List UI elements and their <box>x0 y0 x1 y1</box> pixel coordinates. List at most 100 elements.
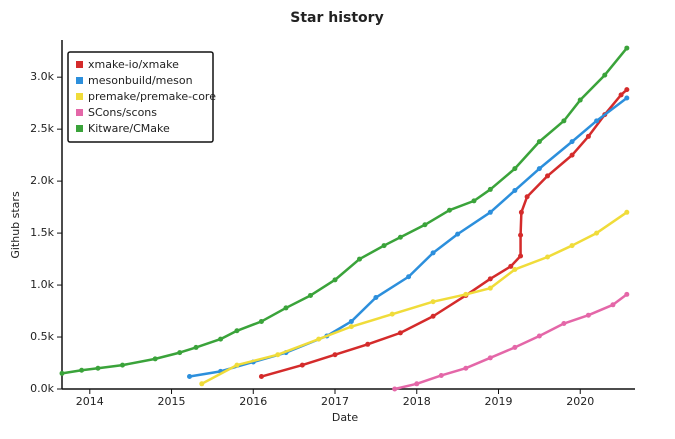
legend-label: Kitware/CMake <box>88 122 170 135</box>
data-point <box>561 118 567 124</box>
data-point <box>594 230 600 236</box>
data-point <box>512 344 518 350</box>
data-point <box>373 295 379 301</box>
y-tick-label: 2.5k <box>30 122 54 135</box>
data-point <box>577 97 583 103</box>
data-point <box>594 118 600 124</box>
data-point <box>193 344 199 350</box>
data-point <box>316 336 322 342</box>
data-point <box>463 365 469 371</box>
data-point <box>512 266 518 272</box>
series-line <box>261 88 628 378</box>
data-point <box>348 318 354 324</box>
data-point <box>624 291 630 297</box>
data-point <box>561 321 567 327</box>
data-point <box>610 302 616 308</box>
data-point <box>258 318 264 324</box>
legend-swatch <box>76 77 83 84</box>
data-point <box>283 305 289 311</box>
y-tick-label: 1.5k <box>30 226 54 239</box>
y-tick-label: 0.0k <box>30 382 54 395</box>
y-tick-label: 2.0k <box>30 174 54 187</box>
data-point <box>414 381 420 387</box>
x-tick-label: 2020 <box>566 395 594 408</box>
data-point <box>59 370 65 376</box>
data-point <box>487 276 493 282</box>
data-point <box>397 330 403 336</box>
data-point <box>624 209 630 215</box>
data-point <box>95 365 101 371</box>
data-point <box>512 166 518 172</box>
data-point <box>389 311 395 317</box>
data-point <box>275 352 281 358</box>
data-point <box>536 139 542 145</box>
data-point <box>234 328 240 334</box>
data-point <box>406 274 412 280</box>
data-point <box>199 381 205 387</box>
legend-swatch <box>76 125 83 132</box>
legend-label: SCons/scons <box>88 106 157 119</box>
data-point <box>332 352 338 358</box>
data-point <box>518 209 524 215</box>
legend-box <box>67 51 214 143</box>
data-point <box>624 95 630 101</box>
data-point <box>348 324 354 330</box>
data-point <box>430 299 436 305</box>
data-point <box>381 243 387 249</box>
data-point <box>624 45 630 51</box>
data-point <box>585 133 591 139</box>
legend-label: premake/premake-core <box>88 90 216 103</box>
data-point <box>602 72 608 78</box>
data-point <box>446 207 452 213</box>
x-tick-label: 2014 <box>76 395 104 408</box>
data-point <box>463 291 469 297</box>
series-line <box>189 96 628 378</box>
data-point <box>545 254 551 260</box>
data-point <box>438 372 444 378</box>
data-point <box>177 350 183 356</box>
data-point <box>487 186 493 192</box>
data-point <box>119 362 125 368</box>
data-point <box>218 336 224 342</box>
data-point <box>585 312 591 318</box>
data-point <box>487 285 493 291</box>
legend-swatch <box>76 61 83 68</box>
data-point <box>152 356 158 362</box>
data-point <box>471 198 477 204</box>
x-axis-label: Date <box>332 411 359 424</box>
data-point <box>187 374 193 380</box>
data-point <box>430 313 436 319</box>
data-point <box>536 333 542 339</box>
data-point <box>365 341 371 347</box>
data-point <box>392 386 398 392</box>
data-point <box>569 243 575 249</box>
x-tick-label: 2019 <box>484 395 512 408</box>
x-tick-label: 2018 <box>403 395 431 408</box>
y-tick-label: 3.0k <box>30 70 54 83</box>
legend-label: mesonbuild/meson <box>88 74 193 87</box>
data-point <box>430 250 436 256</box>
legend-swatch <box>76 93 83 100</box>
data-point <box>455 231 461 237</box>
data-point <box>487 209 493 215</box>
series-line <box>201 211 628 385</box>
data-point <box>258 374 264 380</box>
x-tick-label: 2016 <box>239 395 267 408</box>
data-point <box>79 367 85 373</box>
data-point <box>512 187 518 193</box>
data-point <box>536 166 542 172</box>
data-point <box>397 234 403 240</box>
data-point <box>299 362 305 368</box>
x-tick-label: 2017 <box>321 395 349 408</box>
data-point <box>569 139 575 145</box>
data-point <box>545 173 551 179</box>
y-tick-label: 1.0k <box>30 278 54 291</box>
data-point <box>618 92 624 98</box>
series-line <box>394 293 628 391</box>
data-point <box>569 152 575 158</box>
chart-title: Star history <box>290 10 383 26</box>
data-point <box>518 232 524 238</box>
y-tick-label: 0.5k <box>30 330 54 343</box>
